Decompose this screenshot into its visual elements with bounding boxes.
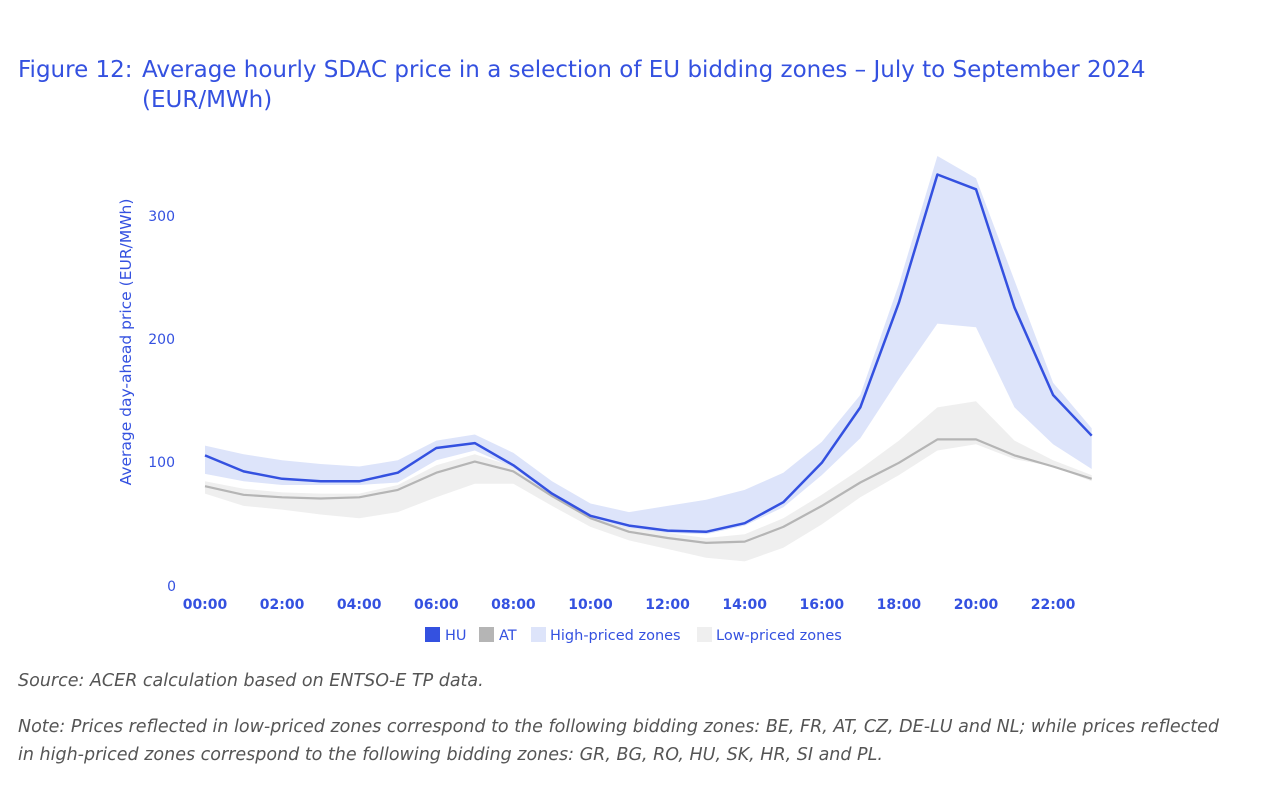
x-tick-label: 18:00: [877, 597, 922, 613]
y-axis-label: Average day-ahead price (EUR/MWh): [117, 199, 135, 486]
footnote: Note: Prices reflected in low-priced zon…: [18, 717, 1219, 765]
x-tick-label: 02:00: [260, 597, 305, 613]
x-tick-label: 06:00: [414, 597, 459, 613]
legend-item-low-priced-zones: Low-priced zones: [697, 627, 842, 644]
x-tick-label: 00:00: [183, 597, 228, 613]
source-note: Source: ACER calculation based on ENTSO-…: [18, 671, 484, 691]
legend-swatch: [697, 627, 712, 642]
x-tick-label: 16:00: [800, 597, 845, 613]
legend-label: AT: [499, 628, 517, 644]
figure-title-text: Average hourly SDAC price in a selection…: [142, 57, 1146, 113]
legend-swatch: [425, 627, 440, 642]
legend-item-at: AT: [479, 627, 517, 644]
legend-swatch: [531, 627, 546, 642]
y-tick-label: 100: [148, 455, 175, 471]
high-band-layer: [205, 156, 1092, 535]
x-tick-label: 08:00: [491, 597, 536, 613]
x-tick-layer: 00:00 02:00 04:00 06:00 08:00 10:00 12:00 14:00…: [183, 597, 1076, 613]
legend-label: High-priced zones: [550, 628, 681, 644]
y-tick-layer: 0 100 200 300: [148, 209, 176, 595]
figure-number: Figure 12:: [18, 57, 133, 83]
at-line: [204, 438, 1093, 544]
x-tick-label: 20:00: [954, 597, 999, 613]
hu-line: [204, 173, 1093, 534]
y-tick-label: 200: [148, 332, 175, 348]
x-tick-label: 14:00: [722, 597, 767, 613]
legend-swatch: [479, 627, 494, 642]
x-tick-label: 10:00: [568, 597, 613, 613]
legend: HU AT High-priced zones Low-priced zones: [425, 627, 842, 644]
x-tick-label: 12:00: [645, 597, 690, 613]
figure-title: Figure 12: Average hourly SDAC price in a…: [18, 55, 1233, 115]
x-tick-label: 22:00: [1031, 597, 1076, 613]
x-tick-label: 04:00: [337, 597, 382, 613]
y-tick-label: 0: [167, 579, 176, 595]
high-priced-zones-band: [205, 156, 1092, 535]
y-tick-label: 300: [148, 209, 175, 225]
legend-label: HU: [445, 628, 467, 644]
legend-item-high-priced-zones: High-priced zones: [531, 627, 681, 644]
legend-label: Low-priced zones: [716, 628, 842, 644]
legend-item-hu: HU: [425, 627, 467, 644]
line-layer: [204, 173, 1093, 544]
